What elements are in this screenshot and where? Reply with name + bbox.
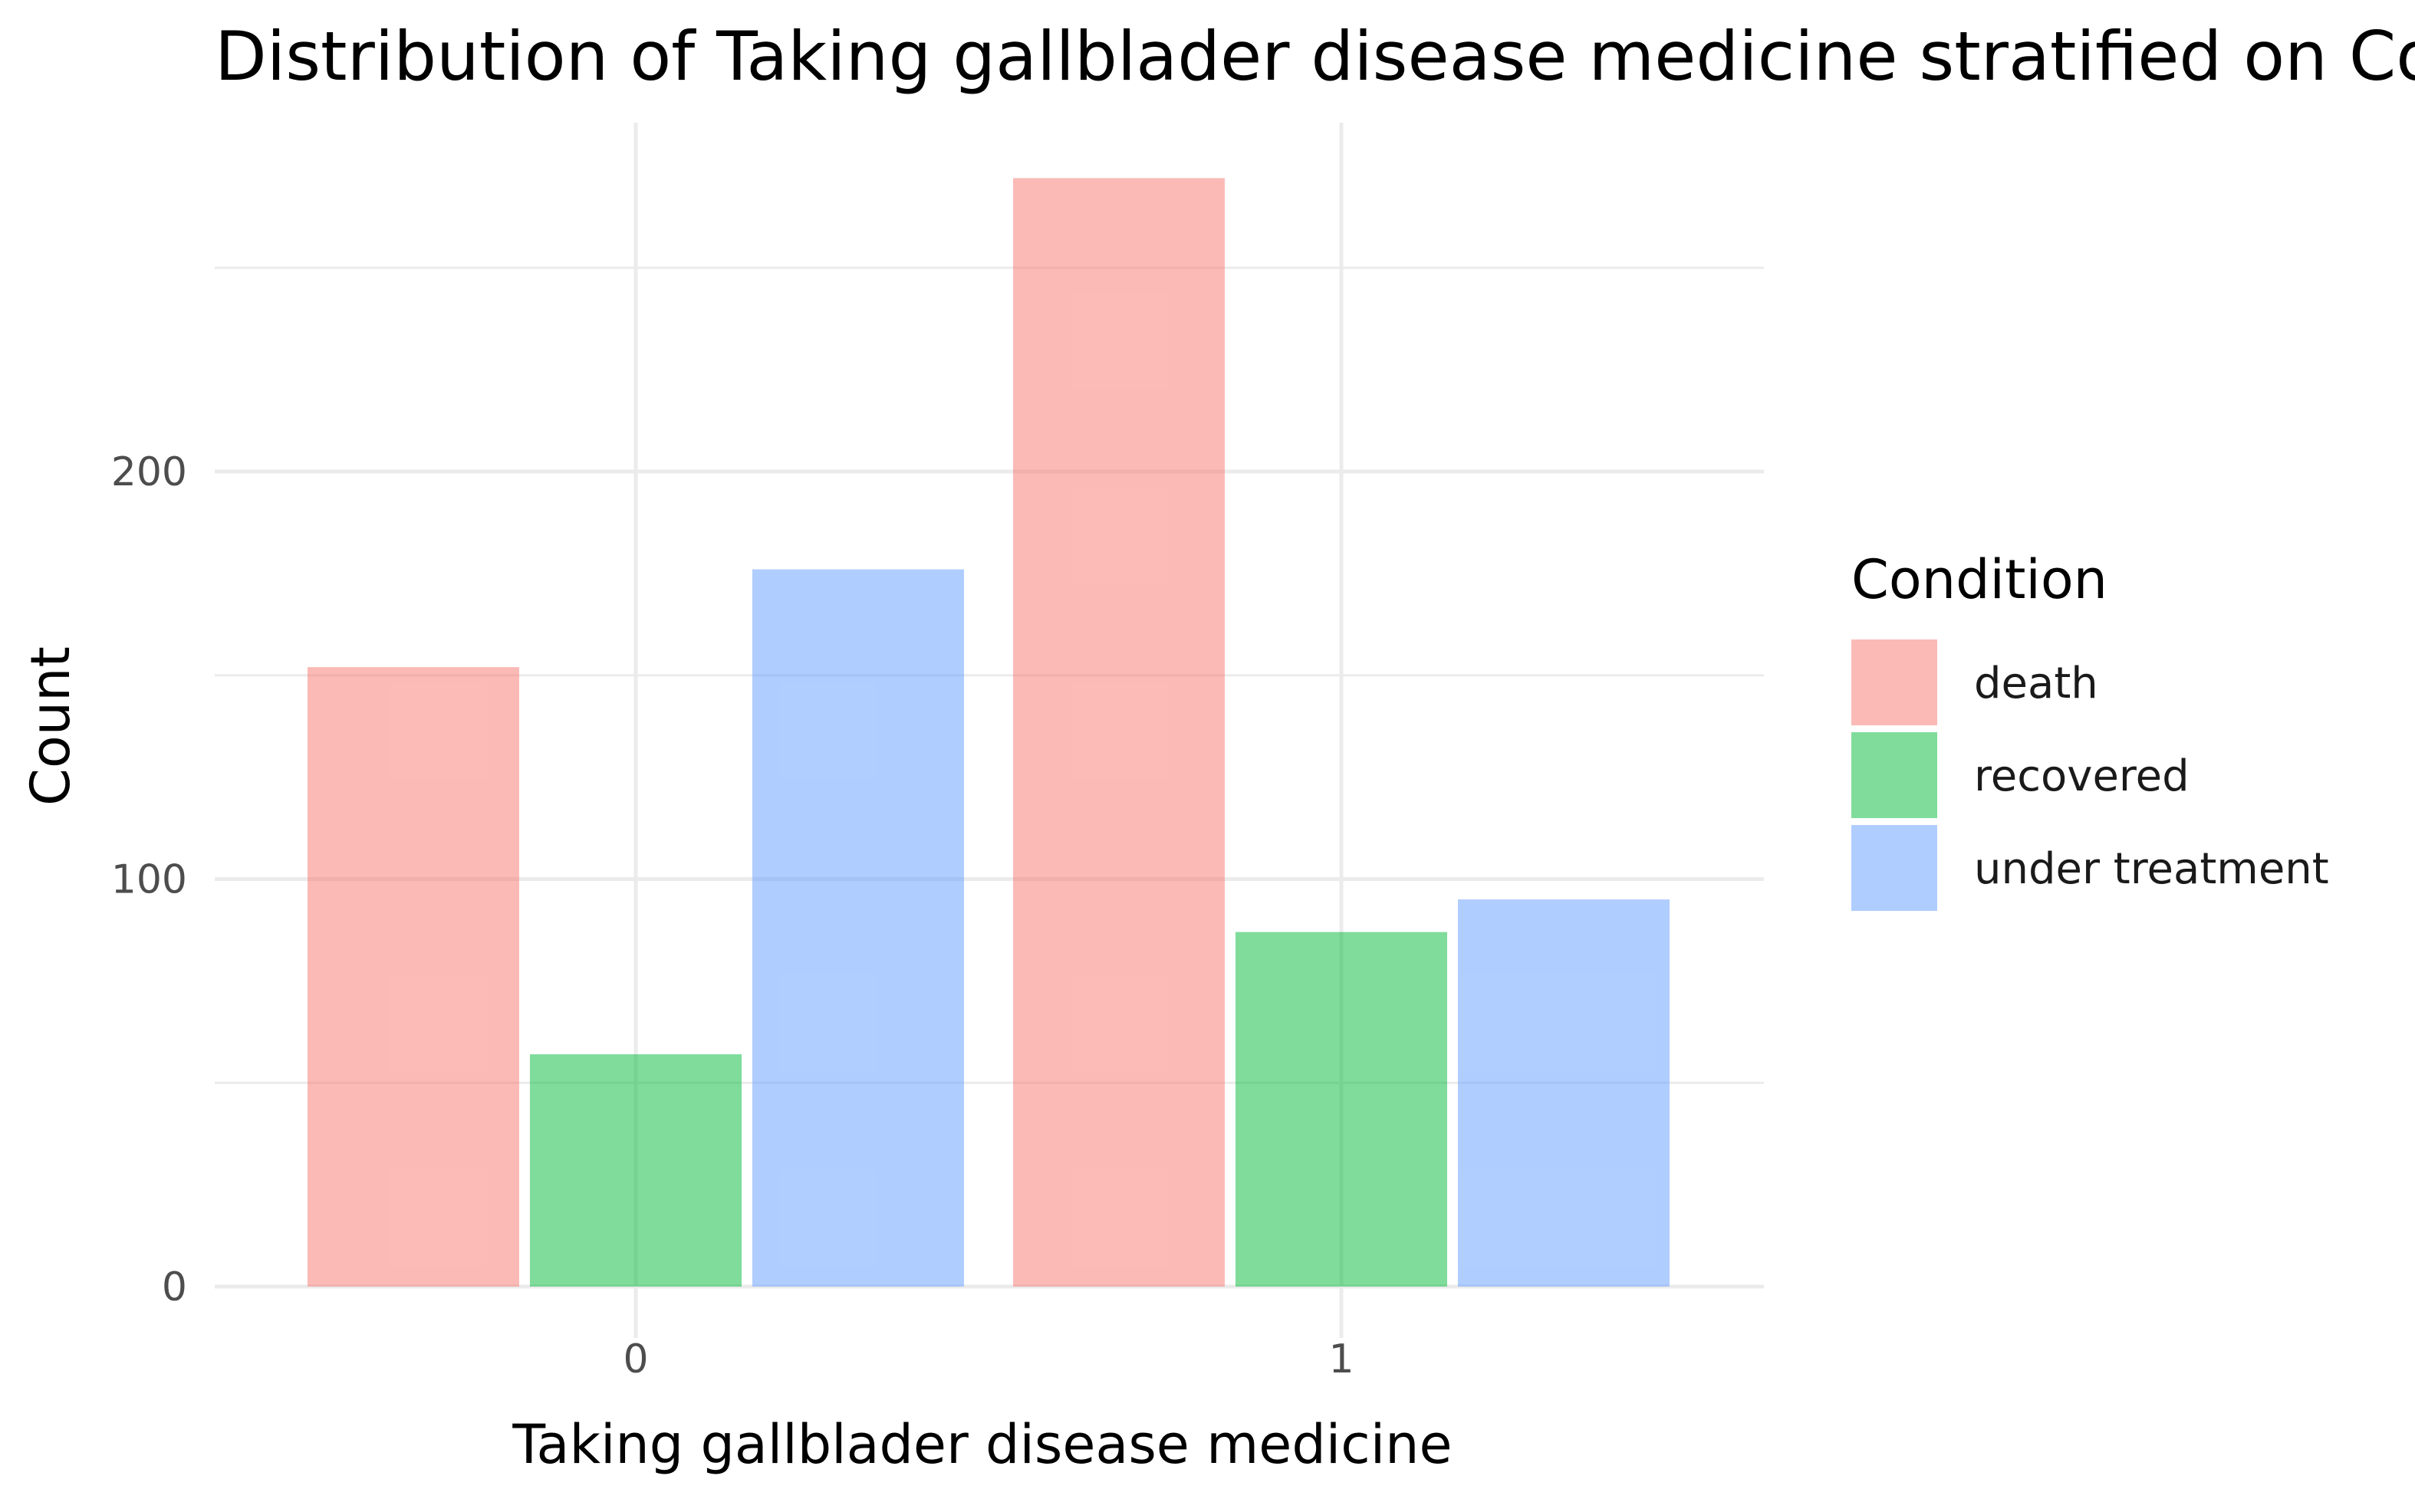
bar-under-treatment-1 [1458, 899, 1670, 1287]
bars [308, 178, 1670, 1287]
x-tick-label: 0 [623, 1336, 648, 1382]
x-axis-title: Taking gallblader disease medicine [512, 1413, 1452, 1476]
legend-key-swatch [1851, 825, 1937, 911]
bar-under-treatment-0 [752, 569, 964, 1287]
legend-label: under treatment [1974, 844, 2329, 894]
y-axis-title: Count [19, 646, 82, 806]
y-tick-label: 0 [162, 1264, 187, 1310]
bar-death-0 [308, 667, 519, 1287]
legend-key-swatch [1851, 639, 1937, 725]
legend-item-recovered: recovered [1851, 732, 2190, 818]
legend-title: Condition [1851, 548, 2107, 611]
bar-death-1 [1013, 178, 1225, 1287]
legend-label: recovered [1974, 751, 2190, 801]
legend-item-death: death [1851, 639, 2098, 725]
y-tick-label: 200 [111, 449, 187, 495]
legend-item-under-treatment: under treatment [1851, 825, 2329, 911]
bar-recovered-0 [530, 1054, 742, 1287]
chart-title: Distribution of Taking gallblader diseas… [215, 17, 2415, 96]
x-tick-label: 1 [1328, 1336, 1354, 1382]
bar-recovered-1 [1235, 932, 1447, 1287]
y-axis-tick-labels: 0 100 200 [111, 449, 187, 1310]
y-tick-label: 100 [111, 857, 187, 903]
legend-key-swatch [1851, 732, 1937, 818]
legend-label: death [1974, 659, 2098, 708]
legend-items: death recovered under treatment [1851, 639, 2329, 911]
legend: Condition death recovered under treatment [1851, 548, 2329, 911]
